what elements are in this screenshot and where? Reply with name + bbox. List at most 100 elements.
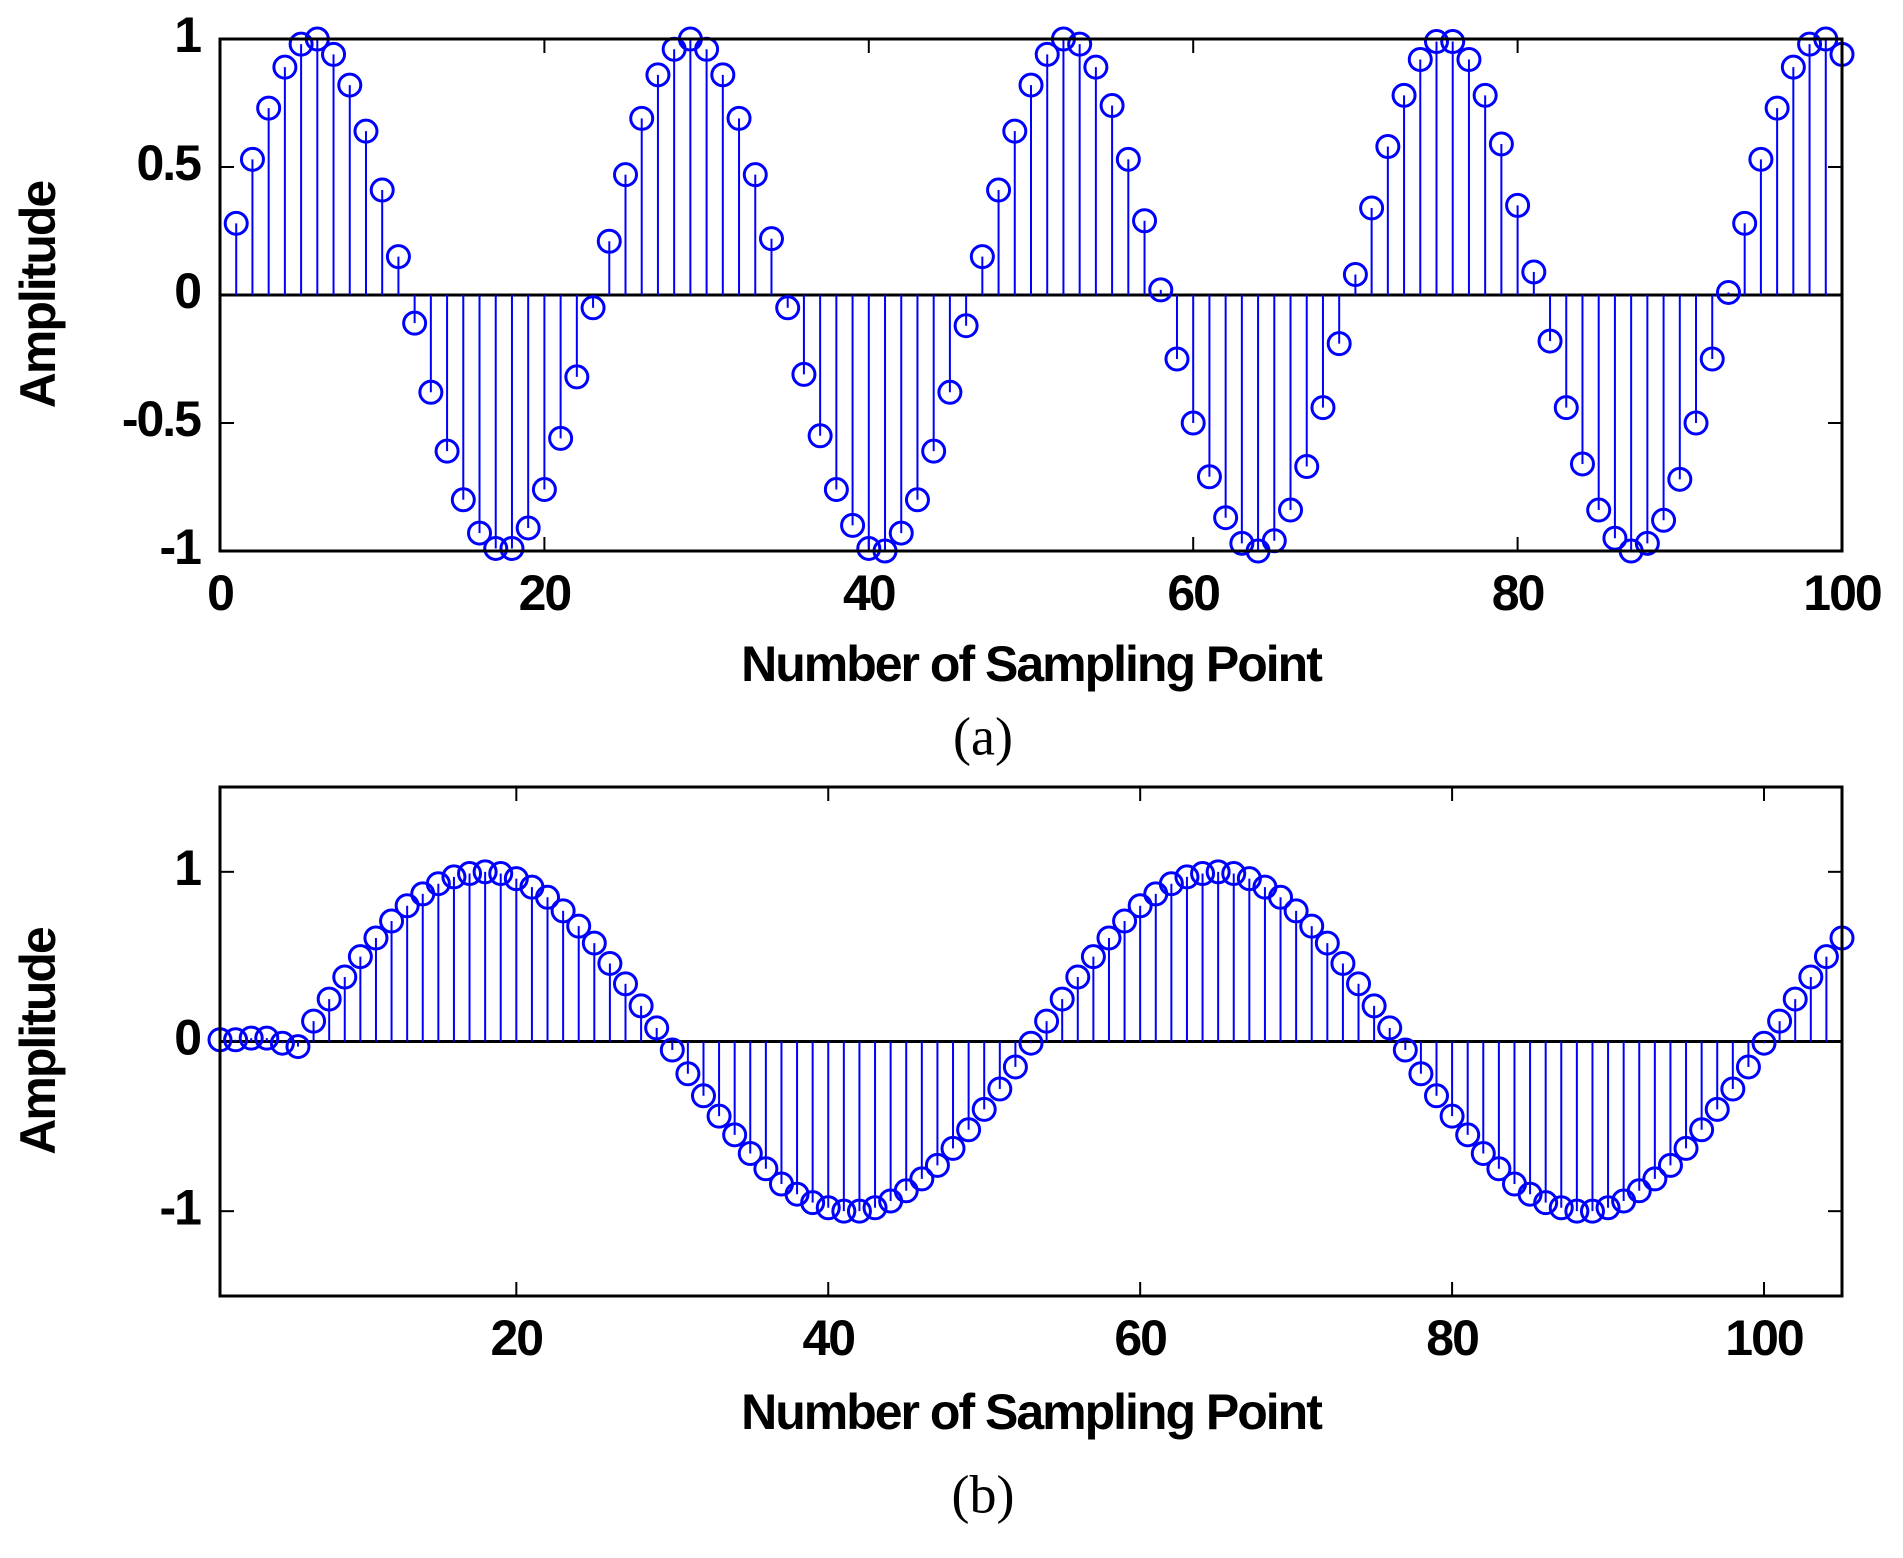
x-axis-label: Number of Sampling Point: [741, 636, 1323, 692]
y-tick-label: -1: [160, 519, 202, 575]
stem-marker: [1180, 410, 1206, 436]
x-tick-label: 60: [1114, 1310, 1166, 1366]
stem-marker: [675, 1061, 701, 1087]
stem-marker: [1472, 82, 1498, 108]
stem-marker: [1797, 31, 1823, 57]
axes-frame: [218, 37, 1844, 553]
stem-marker: [337, 72, 363, 98]
stem-marker: [1002, 1054, 1028, 1080]
axes-frame: [218, 785, 1844, 1298]
stem-marker: [1392, 1037, 1418, 1063]
stem-marker: [1346, 971, 1372, 997]
stem-marker: [564, 364, 590, 390]
stem-marker: [1651, 507, 1677, 533]
x-tick-label: 0: [207, 565, 233, 621]
stem-marker: [644, 1015, 670, 1041]
stem-marker: [1689, 1117, 1715, 1143]
stem-marker: [550, 898, 576, 924]
stem-marker: [1748, 146, 1774, 172]
stem-marker: [1359, 195, 1385, 221]
stem-marker: [1083, 54, 1109, 80]
stem-marker: [1158, 871, 1184, 897]
stem-marker: [1408, 1061, 1434, 1087]
y-tick-label: 1: [174, 7, 201, 63]
stem-marker: [1720, 1076, 1746, 1102]
y-tick-label: 0: [174, 1010, 200, 1066]
stem-marker: [1657, 1152, 1683, 1178]
y-axis-label: Amplitude: [10, 927, 66, 1155]
stem-marker: [1283, 898, 1309, 924]
stem-marker: [807, 423, 833, 449]
stem-marker: [535, 884, 561, 910]
stem-marker: [499, 535, 525, 561]
caption: (a): [953, 706, 1013, 766]
stem-marker: [1439, 1103, 1465, 1129]
stem-marker: [1299, 913, 1325, 939]
stem-marker: [1634, 530, 1660, 556]
stem-marker: [1564, 1198, 1590, 1224]
stem-marker: [379, 908, 405, 934]
stem-marker: [1096, 925, 1122, 951]
stem-marker: [846, 1198, 872, 1224]
stem-marker: [1704, 1096, 1730, 1122]
stem-marker: [363, 925, 389, 951]
stem-marker: [1626, 1178, 1652, 1204]
stem-marker: [1602, 525, 1628, 551]
stem-marker: [1112, 908, 1138, 934]
stem-marker: [1377, 1015, 1403, 1041]
stem-marker: [1683, 410, 1709, 436]
y-tick-label: 0.5: [136, 135, 201, 191]
stem-marker: [332, 964, 358, 990]
stem-marker: [1221, 861, 1247, 887]
x-axis-label: Number of Sampling Point: [741, 1384, 1323, 1440]
stem-marker: [385, 244, 411, 270]
stem-marker: [659, 1037, 685, 1063]
y-axis-label: Amplitude: [10, 181, 66, 409]
stem-marker: [1533, 1190, 1559, 1216]
stem-marker: [726, 105, 752, 131]
stem-marker: [1148, 277, 1174, 303]
stem-marker: [800, 1190, 826, 1216]
stem-marker: [425, 871, 451, 897]
stem-marker: [710, 62, 736, 88]
stem-marker: [1330, 950, 1356, 976]
stem-marker: [353, 118, 379, 144]
stem-marker: [1732, 210, 1758, 236]
stem-marker: [831, 1198, 857, 1224]
stem-marker: [909, 1166, 935, 1192]
x-tick-label: 80: [1492, 565, 1544, 621]
stem-marker: [1488, 131, 1514, 157]
stem-marker: [1767, 1008, 1793, 1034]
stem-marker: [987, 1076, 1013, 1102]
stem-marker: [394, 893, 420, 919]
stem-marker: [566, 913, 592, 939]
stem-marker: [1798, 964, 1824, 990]
stem-marker: [1229, 530, 1255, 556]
stem-marker: [1314, 930, 1340, 956]
stem-marker: [1553, 395, 1579, 421]
x-tick-label: 60: [1167, 565, 1219, 621]
stem-marker: [301, 1008, 327, 1034]
stem-marker: [1521, 259, 1547, 285]
stem-marker: [418, 379, 444, 405]
stem-marker: [1213, 505, 1239, 531]
x-tick-label: 80: [1426, 1310, 1478, 1366]
stem-marker: [1080, 944, 1106, 970]
stem-marker: [488, 861, 514, 887]
stem-marker: [347, 944, 373, 970]
stem-marker: [256, 95, 282, 121]
stem-marker: [1456, 46, 1482, 72]
stem-marker: [254, 1025, 280, 1051]
stem-marker: [1735, 1054, 1761, 1080]
stem-marker: [223, 1027, 249, 1053]
stem-marker: [441, 864, 467, 890]
x-tick-label: 40: [802, 1310, 854, 1366]
stem-marker: [1391, 82, 1417, 108]
stem-marker: [1049, 986, 1075, 1012]
stem-marker: [597, 950, 623, 976]
stem-marker: [1174, 864, 1200, 890]
stem-marker: [1205, 859, 1231, 885]
stem-marker: [1018, 1030, 1044, 1056]
stem-marker: [1595, 1195, 1621, 1221]
